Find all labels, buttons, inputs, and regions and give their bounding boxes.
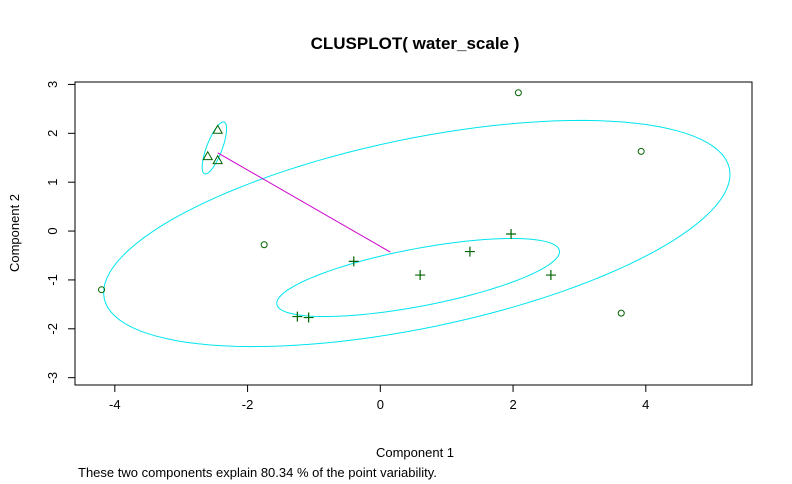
- cluster-ellipse-1: [103, 119, 731, 348]
- y-tick-label: 0: [45, 227, 60, 234]
- x-axis: -4 -2 0 2 4: [109, 384, 649, 412]
- plus-point-3: [464, 246, 475, 257]
- plus-point-2: [415, 270, 426, 281]
- plus-point-7: [303, 312, 314, 323]
- triangle-point-3: [212, 154, 224, 165]
- chart-title: CLUSPLOT( water_scale ): [311, 34, 520, 53]
- y-axis: -3 -2 -1 0 1 2 3: [45, 81, 76, 384]
- plot-frame: [74, 81, 753, 386]
- cluster-ellipse-2: [201, 121, 228, 175]
- plus-point-4: [506, 228, 517, 239]
- y-axis-label: Component 2: [7, 194, 22, 272]
- y-tick-label: 1: [45, 179, 60, 186]
- x-tick-label: -2: [242, 397, 254, 412]
- plus-point-5: [545, 270, 556, 281]
- circle-point-3: [260, 241, 268, 249]
- y-tick-label: -1: [45, 274, 60, 286]
- x-tick-label: 4: [642, 397, 649, 412]
- plus-point-1: [348, 256, 359, 267]
- plus-point-6: [292, 311, 303, 322]
- triangle-point-2: [202, 150, 214, 161]
- x-tick-label: 0: [377, 397, 384, 412]
- cluster-link-1: [217, 152, 391, 253]
- cluster-ellipses: [103, 119, 731, 348]
- circle-point-5: [617, 309, 625, 317]
- y-tick-label: 3: [45, 81, 60, 88]
- circle-point-4: [98, 286, 106, 294]
- x-tick-label: 2: [509, 397, 516, 412]
- x-tick-label: -4: [109, 397, 121, 412]
- y-tick-label: 2: [45, 130, 60, 137]
- cluster-links: [217, 152, 391, 253]
- y-tick-label: -2: [45, 323, 60, 335]
- chart-subtitle: These two components explain 80.34 % of …: [78, 465, 437, 480]
- triangle-point-1: [212, 124, 224, 134]
- circle-point-1: [514, 89, 522, 97]
- cluster-ellipse-3: [276, 237, 561, 318]
- data-points: [98, 89, 645, 323]
- circle-point-2: [637, 147, 645, 155]
- x-axis-label: Component 1: [376, 445, 454, 460]
- y-tick-label: -3: [45, 372, 60, 384]
